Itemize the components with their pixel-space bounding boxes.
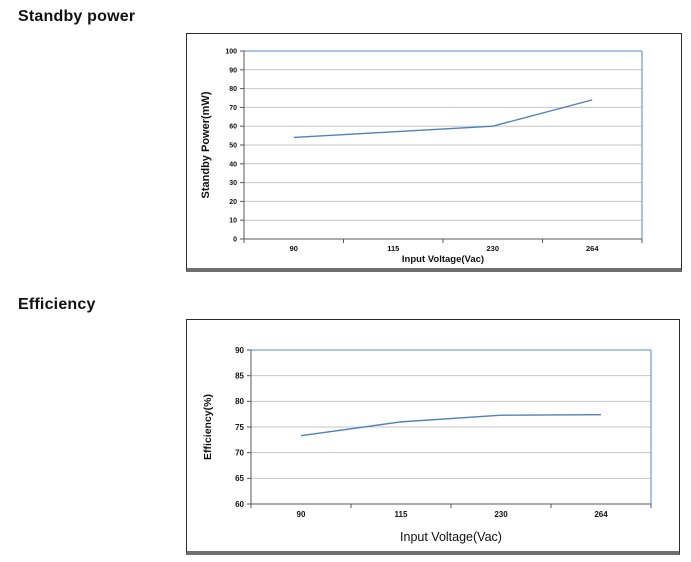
- section-heading-standby-power: Standby power: [18, 8, 136, 25]
- svg-text:Efficiency(%): Efficiency(%): [202, 394, 214, 460]
- svg-text:10: 10: [229, 218, 237, 225]
- svg-text:90: 90: [229, 67, 237, 74]
- svg-text:100: 100: [225, 48, 237, 55]
- efficiency-chart: 60 65 70 75 80 85 90 90 115 230 264 Input Voltage(V…: [202, 346, 652, 544]
- svg-text:50: 50: [229, 142, 237, 149]
- svg-text:Input Voltage(Vac): Input Voltage(Vac): [400, 530, 502, 544]
- svg-text:0: 0: [233, 236, 237, 243]
- standby-power-chart-frame: 0 10 20 30 40 50 60 70 80 90 100 90 115 230 264 Input V…: [186, 33, 682, 272]
- svg-text:90: 90: [235, 346, 244, 355]
- svg-text:264: 264: [586, 244, 599, 253]
- svg-text:264: 264: [594, 510, 608, 519]
- svg-text:230: 230: [494, 510, 508, 519]
- svg-text:75: 75: [235, 423, 244, 432]
- svg-text:70: 70: [235, 448, 244, 457]
- svg-text:Input Voltage(Vac): Input Voltage(Vac): [402, 254, 484, 265]
- svg-text:80: 80: [235, 397, 244, 406]
- svg-text:Standby Power(mW): Standby Power(mW): [200, 91, 212, 198]
- svg-text:40: 40: [229, 161, 237, 168]
- svg-text:60: 60: [229, 124, 237, 131]
- svg-text:60: 60: [235, 500, 244, 509]
- svg-text:65: 65: [235, 474, 244, 483]
- svg-text:80: 80: [229, 86, 237, 93]
- svg-text:230: 230: [486, 244, 499, 253]
- standby-power-chart: 0 10 20 30 40 50 60 70 80 90 100 90 115 230 264 Input V…: [200, 48, 643, 265]
- svg-text:20: 20: [229, 199, 237, 206]
- svg-text:90: 90: [290, 244, 298, 253]
- svg-text:85: 85: [235, 371, 244, 380]
- svg-text:115: 115: [395, 510, 408, 519]
- efficiency-chart-frame: 60 65 70 75 80 85 90 90 115 230 264 Input Voltage(V…: [186, 319, 680, 555]
- svg-text:115: 115: [387, 244, 399, 253]
- svg-text:30: 30: [229, 180, 237, 187]
- svg-text:90: 90: [297, 510, 306, 519]
- svg-text:70: 70: [229, 105, 237, 112]
- section-heading-efficiency: Efficiency: [18, 296, 96, 313]
